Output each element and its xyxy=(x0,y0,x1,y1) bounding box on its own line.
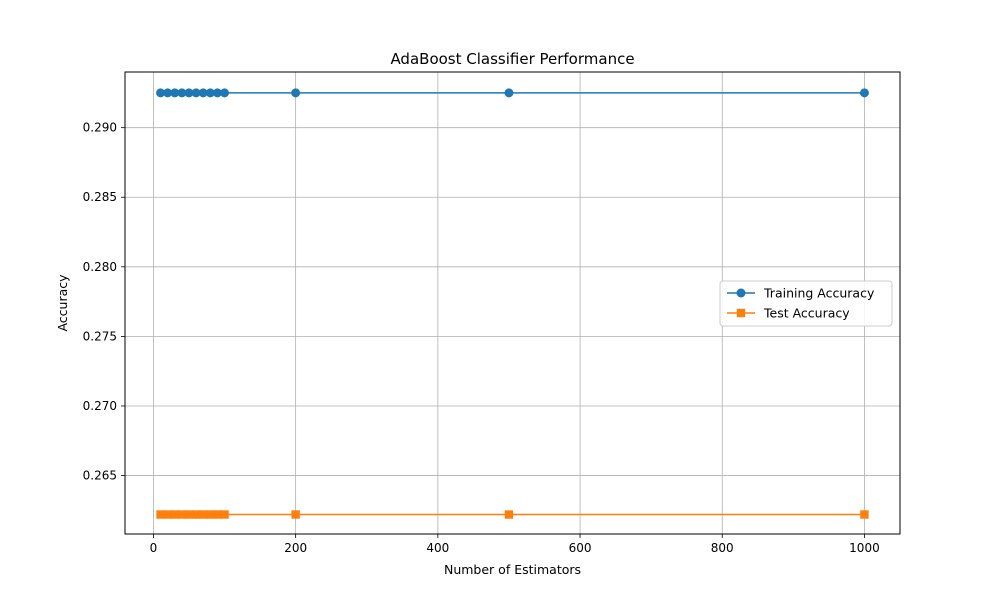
y-tick-label: 0.270 xyxy=(83,399,117,413)
data-point xyxy=(291,88,301,98)
data-point xyxy=(191,88,201,98)
legend-marker xyxy=(736,288,746,298)
data-point xyxy=(163,88,173,98)
series-test xyxy=(156,510,869,519)
data-point xyxy=(212,88,222,98)
y-tick-label: 0.275 xyxy=(83,329,117,343)
data-point xyxy=(859,88,869,98)
data-point xyxy=(199,510,208,519)
y-tick-label: 0.285 xyxy=(83,190,117,204)
data-point xyxy=(213,510,222,519)
series-training xyxy=(156,88,869,98)
axis-ticks: 0 200 400 600 800 1000 0.265 0.270 0.275 0.280 0.2… xyxy=(83,121,880,555)
x-tick-label: 600 xyxy=(569,541,592,555)
series-layer xyxy=(156,88,869,519)
x-tick-label: 400 xyxy=(426,541,449,555)
data-point xyxy=(191,510,201,519)
data-point xyxy=(177,510,187,519)
data-point xyxy=(156,88,166,98)
data-point xyxy=(504,510,514,519)
x-axis-label: Number of Estimators xyxy=(444,562,581,577)
plot-frame xyxy=(124,71,901,535)
x-tick-label: 200 xyxy=(284,541,307,555)
legend-label: Training Accuracy xyxy=(763,286,875,301)
legend-box xyxy=(719,280,893,327)
data-point xyxy=(177,88,187,98)
data-point xyxy=(220,88,230,98)
x-tick-label: 800 xyxy=(711,541,734,555)
data-point xyxy=(184,510,194,519)
grid-lines xyxy=(125,72,900,534)
y-tick-label: 0.280 xyxy=(83,260,117,274)
data-point xyxy=(206,510,215,519)
data-point xyxy=(170,510,179,519)
x-tick-label: 0 xyxy=(150,541,158,555)
legend-label: Test Accuracy xyxy=(763,306,850,321)
y-tick-label: 0.290 xyxy=(83,121,117,135)
chart-title: AdaBoost Classifier Performance xyxy=(390,50,634,68)
data-point xyxy=(163,510,172,519)
data-point xyxy=(220,510,229,519)
data-point xyxy=(205,88,215,98)
legend: Training Accuracy Test Accuracy xyxy=(719,280,893,327)
data-point xyxy=(156,510,165,519)
data-point xyxy=(184,88,194,98)
data-point xyxy=(291,510,300,519)
x-tick-label: 1000 xyxy=(849,541,880,555)
legend-marker xyxy=(736,308,746,318)
y-tick-label: 0.265 xyxy=(83,469,117,483)
data-point xyxy=(198,88,208,98)
data-point xyxy=(860,510,869,519)
data-point xyxy=(170,88,180,98)
y-axis-label: Accuracy xyxy=(55,274,70,332)
data-point xyxy=(504,88,514,98)
